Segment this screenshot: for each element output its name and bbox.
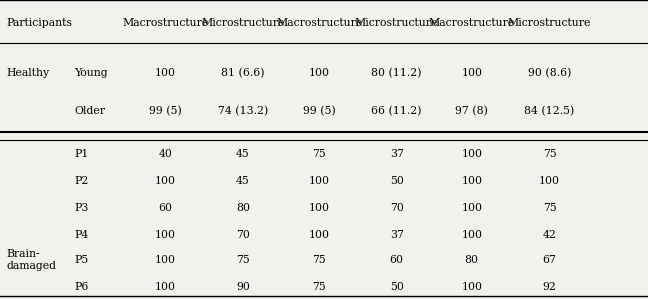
Text: Older: Older — [75, 106, 106, 116]
Text: 100: 100 — [461, 68, 482, 78]
Text: 92: 92 — [542, 282, 557, 292]
Text: 81 (6.6): 81 (6.6) — [221, 68, 265, 78]
Text: 60: 60 — [389, 255, 404, 265]
Text: 37: 37 — [389, 230, 404, 240]
Text: P4: P4 — [75, 230, 89, 240]
Text: 70: 70 — [389, 203, 404, 213]
Text: 45: 45 — [236, 149, 250, 159]
Text: 100: 100 — [155, 176, 176, 186]
Text: 100: 100 — [155, 68, 176, 78]
Text: 97 (8): 97 (8) — [456, 106, 488, 116]
Text: 99 (5): 99 (5) — [149, 106, 181, 116]
Text: P5: P5 — [75, 255, 89, 265]
Text: 60: 60 — [158, 203, 172, 213]
Text: 40: 40 — [158, 149, 172, 159]
Text: 80 (11.2): 80 (11.2) — [371, 68, 422, 78]
Text: Participants: Participants — [6, 18, 73, 28]
Text: 80: 80 — [465, 255, 479, 265]
Text: Microstructure: Microstructure — [355, 18, 438, 28]
Text: 80: 80 — [236, 203, 250, 213]
Text: 75: 75 — [236, 255, 250, 265]
Text: Microstructure: Microstructure — [202, 18, 284, 28]
Text: 100: 100 — [461, 203, 482, 213]
Text: 100: 100 — [461, 282, 482, 292]
Text: 100: 100 — [155, 230, 176, 240]
Text: P6: P6 — [75, 282, 89, 292]
Text: 100: 100 — [155, 255, 176, 265]
Text: 75: 75 — [542, 203, 557, 213]
Text: 100: 100 — [461, 176, 482, 186]
Text: 75: 75 — [312, 255, 327, 265]
Text: 90 (8.6): 90 (8.6) — [528, 68, 571, 78]
Text: 84 (12.5): 84 (12.5) — [524, 106, 575, 116]
Text: 90: 90 — [236, 282, 250, 292]
Text: Healthy: Healthy — [6, 68, 50, 78]
Text: 100: 100 — [461, 230, 482, 240]
Text: 100: 100 — [309, 68, 330, 78]
Text: Microstructure: Microstructure — [508, 18, 591, 28]
Text: 50: 50 — [389, 176, 404, 186]
Text: Brain-
damaged: Brain- damaged — [6, 249, 56, 271]
Text: P1: P1 — [75, 149, 89, 159]
Text: 100: 100 — [309, 176, 330, 186]
Text: 42: 42 — [542, 230, 557, 240]
Text: Macrostructure: Macrostructure — [276, 18, 363, 28]
Text: P2: P2 — [75, 176, 89, 186]
Text: 100: 100 — [461, 149, 482, 159]
Text: 75: 75 — [542, 149, 557, 159]
Text: 50: 50 — [389, 282, 404, 292]
Text: 37: 37 — [389, 149, 404, 159]
Text: Macrostructure: Macrostructure — [428, 18, 515, 28]
Text: 100: 100 — [309, 230, 330, 240]
Text: 75: 75 — [312, 149, 327, 159]
Text: P3: P3 — [75, 203, 89, 213]
Text: Macrostructure: Macrostructure — [122, 18, 209, 28]
Text: 67: 67 — [542, 255, 557, 265]
Text: 75: 75 — [312, 282, 327, 292]
Text: 74 (13.2): 74 (13.2) — [218, 106, 268, 116]
Text: 100: 100 — [309, 203, 330, 213]
Text: 45: 45 — [236, 176, 250, 186]
Text: 100: 100 — [539, 176, 560, 186]
Text: 100: 100 — [155, 282, 176, 292]
Text: 66 (11.2): 66 (11.2) — [371, 106, 422, 116]
Text: 99 (5): 99 (5) — [303, 106, 336, 116]
Text: 70: 70 — [236, 230, 250, 240]
Text: Young: Young — [75, 68, 108, 78]
